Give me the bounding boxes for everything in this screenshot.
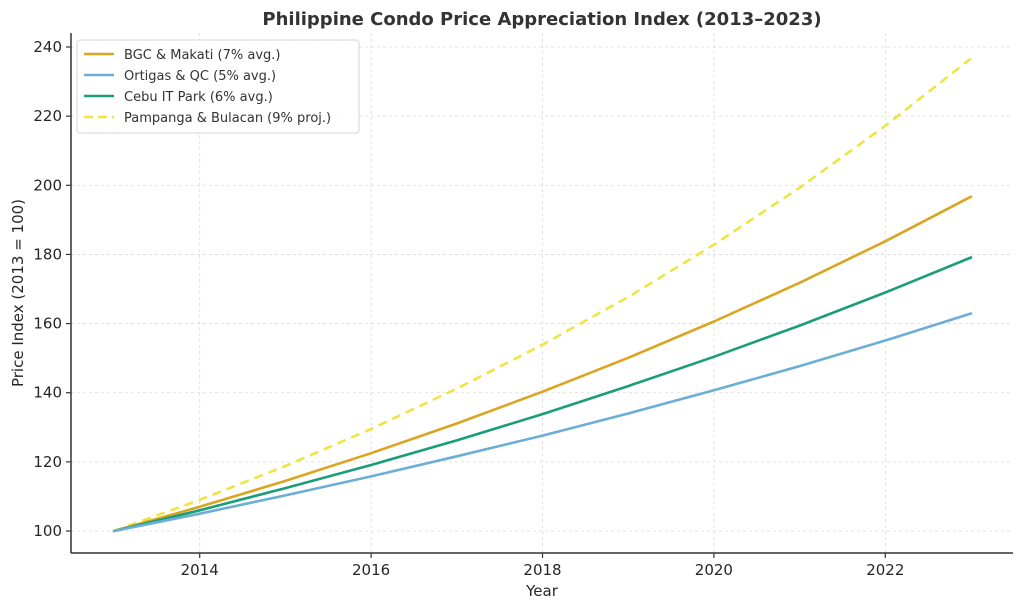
x-tick-label: 2016 (352, 561, 390, 579)
x-tick-label: 2020 (695, 561, 733, 579)
series-lines (112, 57, 973, 533)
y-tick-label: 200 (33, 176, 62, 194)
series-line-0 (112, 195, 973, 533)
legend: BGC & Makati (7% avg.) Ortigas & QC (5% a… (76, 39, 360, 134)
x-axis-title: Year (525, 582, 559, 600)
legend-label: Cebu IT Park (6% avg.) (124, 90, 273, 105)
x-tick-label: 2018 (523, 561, 561, 579)
y-tick-label: 140 (33, 384, 62, 402)
y-axis-title: Price Index (2013 = 100) (9, 199, 27, 387)
series-line-3 (113, 57, 972, 533)
y-tick-label: 240 (33, 38, 62, 56)
legend-label: Ortigas & QC (5% avg.) (124, 69, 276, 84)
y-tick-label: 160 (33, 315, 62, 333)
y-tick-label: 220 (33, 107, 62, 125)
series-line-1 (112, 312, 973, 533)
chart-title: Philippine Condo Price Appreciation Inde… (262, 9, 821, 30)
y-tick-label: 120 (33, 453, 62, 471)
series-line-2 (112, 256, 973, 533)
x-tick-label: 2014 (181, 561, 219, 579)
x-tick-label: 2022 (866, 561, 904, 579)
x-ticks: 2014 2016 2018 2020 2022 (181, 553, 904, 579)
legend-box (76, 39, 360, 134)
legend-label: Pampanga & Bulacan (9% proj.) (124, 111, 331, 126)
y-tick-label: 180 (33, 245, 62, 263)
y-ticks: 100 120 140 160 180 200 220 240 (33, 38, 71, 540)
y-tick-label: 100 (33, 522, 62, 540)
legend-label: BGC & Makati (7% avg.) (124, 48, 280, 63)
